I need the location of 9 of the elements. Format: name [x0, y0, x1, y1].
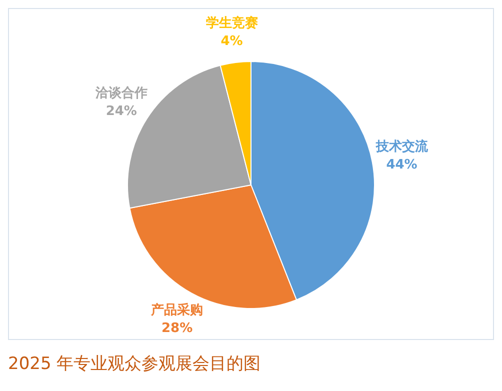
slice-label: 产品采购: [150, 302, 204, 318]
slice-label: 洽谈合作: [94, 85, 148, 102]
data-label: 28%: [161, 320, 193, 336]
data-label: 24%: [106, 104, 137, 120]
data-label: 4%: [220, 34, 243, 50]
text: 2025 年专业观众参观展会目的图: [8, 353, 262, 375]
slice-label: 技术交流: [374, 138, 429, 155]
slice-label: 学生竞赛: [206, 15, 258, 32]
data-label: 44%: [386, 158, 418, 173]
